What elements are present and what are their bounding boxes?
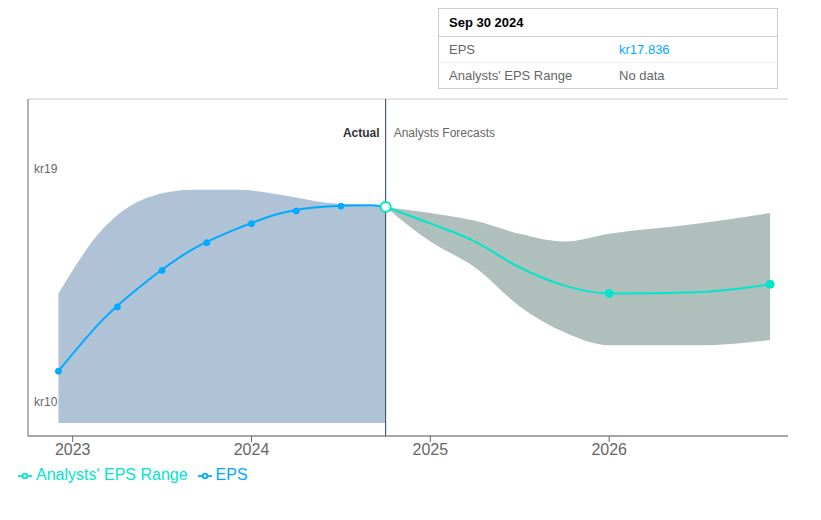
html-text:Analysts' EPS Range: Analysts' EPS Range xyxy=(36,466,188,483)
svg-text:2026: 2026 xyxy=(591,441,627,458)
html-text:EPS: EPS xyxy=(449,42,475,57)
html-text:Sep 30 2024: Sep 30 2024 xyxy=(449,15,524,30)
svg-text:kr10: kr10 xyxy=(34,395,58,409)
svg-text:Actual: Actual xyxy=(343,126,380,140)
svg-text:2023: 2023 xyxy=(55,441,91,458)
html-text:No data: No data xyxy=(619,68,665,83)
svg-text:2025: 2025 xyxy=(413,441,449,458)
html-text:Analysts' EPS Range: Analysts' EPS Range xyxy=(449,68,573,83)
svg-text:2024: 2024 xyxy=(234,441,270,458)
svg-text:kr19: kr19 xyxy=(34,162,58,176)
html-text:kr17.836: kr17.836 xyxy=(619,42,670,57)
svg-text:Analysts Forecasts: Analysts Forecasts xyxy=(394,126,495,140)
html-text:EPS: EPS xyxy=(215,466,248,483)
